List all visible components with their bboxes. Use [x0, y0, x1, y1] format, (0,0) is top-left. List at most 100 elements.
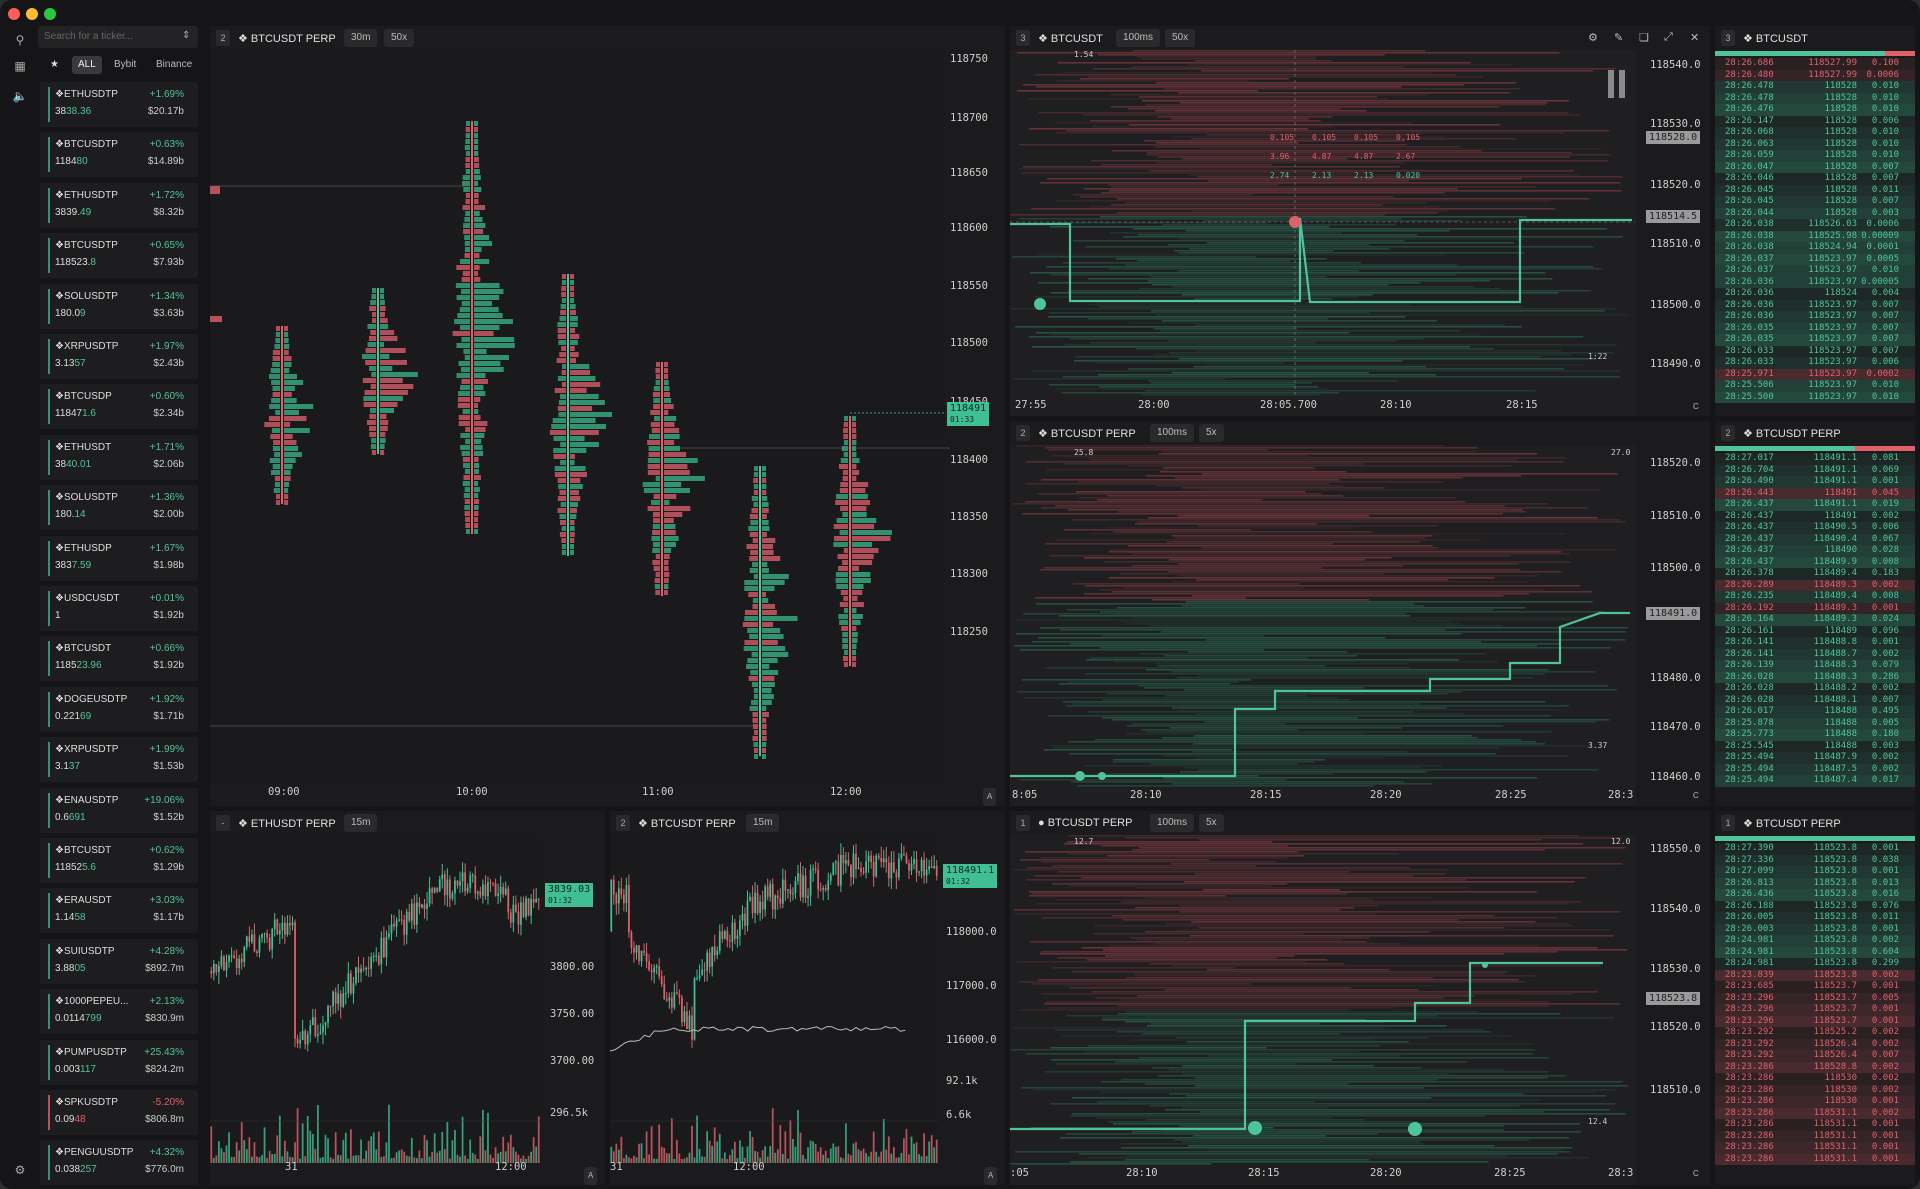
center-button[interactable]: C [1693, 402, 1699, 411]
candlestick-canvas[interactable] [610, 811, 1005, 1185]
center-button[interactable]: C [1693, 1169, 1699, 1178]
filter-binance-tab[interactable]: Binance [156, 59, 193, 70]
volume-bar [935, 1139, 938, 1163]
heatmap-band [1092, 991, 1598, 993]
ticker-item[interactable]: ❖XRPUSDTP +1.99% 3.137 $1.53b [40, 737, 198, 783]
pane-title[interactable]: ❖ BTCUSDT [1038, 32, 1103, 45]
layout-icon[interactable]: ▦ [14, 59, 26, 73]
ticker-item[interactable]: ❖PENGUUSDTP +4.32% 0.038257 $776.0m [40, 1140, 198, 1186]
search-icon[interactable]: ⚲ [15, 33, 25, 47]
ticker-item[interactable]: ❖1000PEPEU... +2.13% 0.0114799 $830.9m [40, 989, 198, 1035]
ticker-item[interactable]: ❖ETHUSDTP +1.72% 3839.49 $8.32b [40, 182, 198, 228]
ticker-item[interactable]: ❖BTCUSDP +0.60% 118471.6 $2.34b [40, 384, 198, 430]
heatmap-pane-1[interactable]: 3 ❖ BTCUSDT 100ms 50x ⚙ ✎ ❏ ⤢ ✕ 118540.0… [1010, 26, 1710, 416]
heatmap-canvas[interactable] [1010, 26, 1710, 416]
ticker-search-input[interactable]: Search for a ticker... [38, 26, 198, 48]
footprint-cell [369, 432, 376, 437]
expand-icon[interactable]: ⤢ [1664, 31, 1673, 43]
timeframe-button[interactable]: 30m [344, 29, 378, 47]
footprint-cell [371, 450, 376, 455]
ticker-item[interactable]: ❖SOLUSDTP +1.34% 180.09 $3.63b [40, 283, 198, 329]
pause-icon[interactable] [1606, 70, 1628, 98]
auto-scale-button[interactable]: A [584, 1167, 598, 1185]
pane-title[interactable]: ❖ BTCUSDT PERP [238, 32, 336, 45]
heatmap-band [1187, 1041, 1409, 1043]
time-and-sales-pane-3[interactable]: 1 ❖ BTCUSDT PERP 28:27.390 118523.8 0.001 2… [1715, 811, 1915, 1185]
btc-candle-pane[interactable]: 2 ❖ BTCUSDT PERP 15m 119000.0118000.0117… [610, 811, 1005, 1185]
footprint-cell [664, 578, 669, 583]
timeframe-button[interactable]: 100ms [1116, 29, 1161, 47]
candlestick-canvas[interactable] [210, 811, 605, 1185]
ticker-item[interactable]: ❖ENAUSDTP +19.06% 0.6691 $1.52b [40, 787, 198, 833]
timeframe-button[interactable]: 15m [746, 814, 780, 832]
auto-scale-button[interactable]: A [983, 788, 997, 806]
filter-bybit-tab[interactable]: Bybit [114, 59, 137, 70]
favorites-star-icon[interactable]: ★ [50, 59, 59, 70]
filter-all-tab[interactable]: ALL [72, 56, 102, 74]
sort-icon[interactable]: ⇕ [182, 30, 191, 41]
auto-scale-button[interactable]: A [984, 1167, 998, 1185]
eth-candle-pane[interactable]: - ❖ ETHUSDT PERP 15m 3800.00 3750.00 3700.… [210, 811, 605, 1185]
ticker-item[interactable]: ❖USDCUSDT +0.01% 1 $1.92b [40, 586, 198, 631]
settings-icon[interactable]: ⚙ [1588, 32, 1598, 44]
ticker-item[interactable]: ❖XRPUSDTP +1.97% 3.1357 $2.43b [40, 334, 198, 379]
ticker-item[interactable]: ❖ETHUSDTP +1.69% 3838.36 $20.17b [40, 82, 198, 127]
price-part: 0.0114 [55, 1013, 85, 1025]
volume-bar [779, 1125, 782, 1163]
ticker-item[interactable]: ❖SOLUSDTP +1.36% 180.14 $2.00b [40, 485, 198, 531]
heatmap-pane-2[interactable]: 2 ❖ BTCUSDT PERP 100ms 5x 118520.0 118510… [1010, 421, 1710, 806]
ticker-item[interactable]: ❖BTCUSDT +0.66% 118523.96 $1.92b [40, 636, 198, 682]
trade-time: 28:26.704 [1725, 464, 1774, 475]
zoom-button[interactable]: 5x [1199, 814, 1224, 832]
footprint-chart-pane[interactable]: 2 ❖ BTCUSDT PERP 30m 50x 118750 118700 118… [210, 26, 1005, 806]
time-and-sales-pane-1[interactable]: 3 ❖ BTCUSDT 28:26.686 118527.99 0.100 28:26… [1715, 26, 1915, 416]
pane-title[interactable]: ❖ BTCUSDT PERP [1743, 427, 1841, 440]
trade-size: 0.002 [1871, 763, 1899, 774]
timeframe-button[interactable]: 100ms [1150, 814, 1195, 832]
ticker-item[interactable]: ❖DOGEUSDTP +1.92% 0.22169 $1.71b [40, 686, 198, 732]
heatmap-band [1058, 871, 1350, 873]
timeframe-button[interactable]: 15m [344, 814, 378, 832]
popout-icon[interactable]: ❏ [1639, 32, 1649, 44]
sound-icon[interactable]: 🔈 [12, 89, 28, 103]
ticker-item[interactable]: ❖BTCUSDTP +0.63% 118480 $14.89b [40, 132, 198, 178]
edit-icon[interactable]: ✎ [1614, 32, 1624, 44]
pane-title[interactable]: ❖ BTCUSDT [1743, 32, 1808, 45]
trade-row: 28:23.296 118523.7 0.001 [1715, 1015, 1915, 1027]
minimize-window-button[interactable] [26, 8, 38, 20]
ticker-item[interactable]: ❖BTCUSDT +0.62% 118525.6 $1.29b [40, 838, 198, 883]
footprint-cell [762, 604, 776, 609]
center-button[interactable]: C [1693, 791, 1699, 800]
time-and-sales-pane-2[interactable]: 2 ❖ BTCUSDT PERP 28:27.017 118491.1 0.081 2… [1715, 421, 1915, 806]
ticker-item[interactable]: ❖SPKUSDTP -5.20% 0.0948 $806.8m [40, 1090, 198, 1135]
ticker-item[interactable]: ❖SUIUSDTP +4.28% 3.8805 $892.7m [40, 938, 198, 984]
heatmap-canvas[interactable] [1010, 811, 1710, 1185]
footprint-cell [570, 490, 579, 495]
heatmap-canvas[interactable] [1010, 421, 1710, 806]
zoom-button[interactable]: 50x [1165, 29, 1196, 47]
pane-title[interactable]: ❖ ETHUSDT PERP [238, 817, 336, 830]
pane-title[interactable]: ❖ BTCUSDT PERP [638, 817, 736, 830]
footprint-canvas[interactable] [210, 26, 1005, 806]
ticker-item[interactable]: ❖PUMPUSDTP +25.43% 0.003117 $824.2m [40, 1039, 198, 1085]
ticker-change: +1.72% [149, 189, 184, 201]
settings-gear-icon[interactable]: ⚙ [14, 1163, 26, 1177]
ticker-item[interactable]: ❖ETHUSDT +1.71% 3840.01 $2.06b [40, 434, 198, 480]
ticker-item[interactable]: ❖BTCUSDTP +0.65% 118523.8 $7.93b [40, 233, 198, 279]
close-window-button[interactable] [8, 8, 20, 20]
zoom-button[interactable]: 50x [384, 29, 415, 47]
candle-body [250, 934, 253, 942]
zoom-button[interactable]: 5x [1199, 424, 1224, 442]
pane-title[interactable]: ❖ BTCUSDT PERP [1038, 427, 1136, 440]
heatmap-pane-3[interactable]: 1 ● BTCUSDT PERP 100ms 5x 118550.0 118540… [1010, 811, 1710, 1185]
ticker-item[interactable]: ❖ETHUSDP +1.67% 3837.59 $1.98b [40, 535, 198, 581]
ticker-item[interactable]: ❖ERAUSDT +3.03% 1.1458 $1.17b [40, 888, 198, 934]
pane-title[interactable]: ❖ BTCUSDT PERP [1743, 817, 1841, 830]
timeframe-button[interactable]: 100ms [1150, 424, 1195, 442]
trade-size: 0.038 [1871, 854, 1899, 865]
trade-row: 28:23.286 118528.8 0.002 [1715, 1061, 1915, 1073]
heatmap-band [1191, 138, 1517, 140]
zoom-window-button[interactable] [44, 8, 56, 20]
pane-title[interactable]: ● BTCUSDT PERP [1038, 817, 1132, 829]
close-pane-icon[interactable]: ✕ [1690, 32, 1700, 44]
